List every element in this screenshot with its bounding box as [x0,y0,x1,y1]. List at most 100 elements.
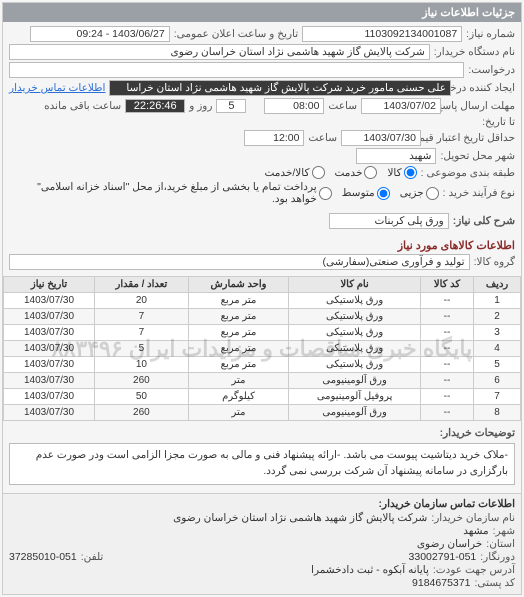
table-row: 6--ورق آلومینیومیمتر2601403/07/30 [4,373,521,389]
table-cell: 5 [474,357,521,373]
cat-both-radio[interactable]: کالا/خدمت [264,166,324,179]
table-header-cell: نام کالا [289,277,421,293]
datetime-label: تاریخ و ساعت اعلان عمومی: [174,28,298,40]
table-row: 1--ورق پلاستیکیمتر مربع201403/07/30 [4,293,521,309]
org-value: شرکت پالایش گاز شهید هاشمی نژاد استان خر… [9,44,430,60]
panel-title: جزئیات اطلاعات نیاز [3,3,521,22]
table-header-cell: تاریخ نیاز [4,277,95,293]
table-row: 4--ورق پلاستیکیمتر مربع51403/07/30 [4,341,521,357]
table-cell: -- [420,389,473,405]
time-left: 22:26:46 [125,99,185,113]
category-radio-group: کالا خدمت کالا/خدمت [264,166,416,179]
proc-mid-input[interactable] [377,187,390,200]
table-cell: 7 [95,325,189,341]
table-cell: 10 [95,357,189,373]
process-radio-group: جزیی متوسط پرداخت تمام یا بخشی از مبلغ خ… [9,181,439,205]
cat-goods-input[interactable] [404,166,417,179]
table-cell: متر مربع [188,357,289,373]
time-label-1: ساعت [328,100,357,112]
table-wrap: ردیفکد کالانام کالاواحد شمارشتعداد / مقد… [3,276,521,421]
table-cell: -- [420,325,473,341]
table-cell: ورق پلاستیکی [289,341,421,357]
header-section: شماره نیاز: 1103092134001087 تاریخ و ساع… [3,22,521,211]
proc-large-input[interactable] [319,187,332,200]
org-label: نام دستگاه خریدار: [434,46,515,58]
subject-label: درخواست: [468,64,515,76]
table-cell: 50 [95,389,189,405]
group-value: تولید و فرآوری صنعتی(سفارشی) [9,254,470,270]
table-cell: -- [420,341,473,357]
table-row: 8--ورق آلومینیومیمتر2601403/07/30 [4,405,521,421]
table-cell: 7 [474,389,521,405]
time-left-label: ساعت باقی مانده [44,100,121,112]
table-header-cell: تعداد / مقدار [95,277,189,293]
table-header-cell: واحد شمارش [188,277,289,293]
footer-pobox: پایانه آبکوه - ثبت دادخشمرا [311,564,429,576]
table-cell: متر مربع [188,309,289,325]
table-cell: 1 [474,293,521,309]
table-cell: -- [420,309,473,325]
footer-org: شرکت پالایش گاز شهید هاشمی نژاد استان خر… [173,512,427,524]
footer-fax: 33002791-051 [409,551,477,563]
table-cell: 20 [95,293,189,309]
table-cell: ورق آلومینیومی [289,373,421,389]
number-label: شماره نیاز: [466,28,515,40]
table-cell: متر [188,373,289,389]
buyer-desc-label: توضیحات خریدار: [465,427,515,439]
footer-fax-label: دورنگار: [480,551,515,563]
creator-value: علی حسنی مامور خرید شرکت پالایش گاز شهید… [109,80,451,96]
category-label: طبقه بندی موضوعی : [421,167,515,179]
table-cell: 1403/07/30 [4,293,95,309]
footer-phone: 37285010-051 [9,551,77,563]
proc-mid-radio[interactable]: متوسط [342,187,390,200]
table-row: 2--ورق پلاستیکیمتر مربع71403/07/30 [4,309,521,325]
table-cell: ورق آلومینیومی [289,405,421,421]
datetime-value: 1403/06/27 - 09:24 [30,26,170,42]
footer-postal: 9184675371 [412,577,470,589]
table-cell: 4 [474,341,521,357]
table-header-cell: کد کالا [420,277,473,293]
proc-small-input[interactable] [426,187,439,200]
price-valid-time: 12:00 [244,130,304,146]
cat-both-input[interactable] [312,166,325,179]
send-deadline-time: 08:00 [264,98,324,114]
table-cell: 6 [474,373,521,389]
footer-province-label: استان: [486,538,515,550]
footer-city-label: شهر: [493,525,515,537]
table-cell: ورق پلاستیکی [289,325,421,341]
table-cell: -- [420,405,473,421]
cat-goods-radio[interactable]: کالا [387,166,416,179]
table-cell: 1403/07/30 [4,309,95,325]
table-cell: 5 [95,341,189,357]
price-valid-date: 1403/07/30 [341,130,421,146]
key-need-value: ورق پلی کربنات [329,213,449,229]
table-cell: ورق پلاستیکی [289,357,421,373]
group-label: گروه کالا: [474,256,515,268]
table-row: 7--پروفیل آلومینیومیکیلوگرم501403/07/30 [4,389,521,405]
table-cell: -- [420,373,473,389]
table-cell: متر [188,405,289,421]
table-cell: 1403/07/30 [4,325,95,341]
creator-label: ایجاد کننده درخواست: [455,82,515,94]
days-left: 5 [216,99,246,113]
table-header-cell: ردیف [474,277,521,293]
table-row: 3--ورق پلاستیکیمتر مربع71403/07/30 [4,325,521,341]
days-left-label: روز و [189,100,212,112]
proc-small-radio[interactable]: جزیی [400,187,439,200]
cat-service-input[interactable] [364,166,377,179]
table-cell: 1403/07/30 [4,357,95,373]
footer-city: مشهد [463,525,488,537]
table-cell: 1403/07/30 [4,341,95,357]
table-cell: ورق پلاستیکی [289,293,421,309]
table-cell: کیلوگرم [188,389,289,405]
contact-link[interactable]: اطلاعات تماس خریدار [9,82,105,94]
need-details-panel: جزئیات اطلاعات نیاز شماره نیاز: 11030921… [2,2,522,595]
table-cell: پروفیل آلومینیومی [289,389,421,405]
table-cell: 7 [95,309,189,325]
footer-postal-label: کد پستی: [474,577,515,589]
table-cell: 260 [95,373,189,389]
items-table: ردیفکد کالانام کالاواحد شمارشتعداد / مقد… [3,276,521,421]
table-cell: -- [420,357,473,373]
cat-service-radio[interactable]: خدمت [335,166,378,179]
proc-large-radio[interactable]: پرداخت تمام یا بخشی از مبلغ خرید،از محل … [9,181,332,205]
